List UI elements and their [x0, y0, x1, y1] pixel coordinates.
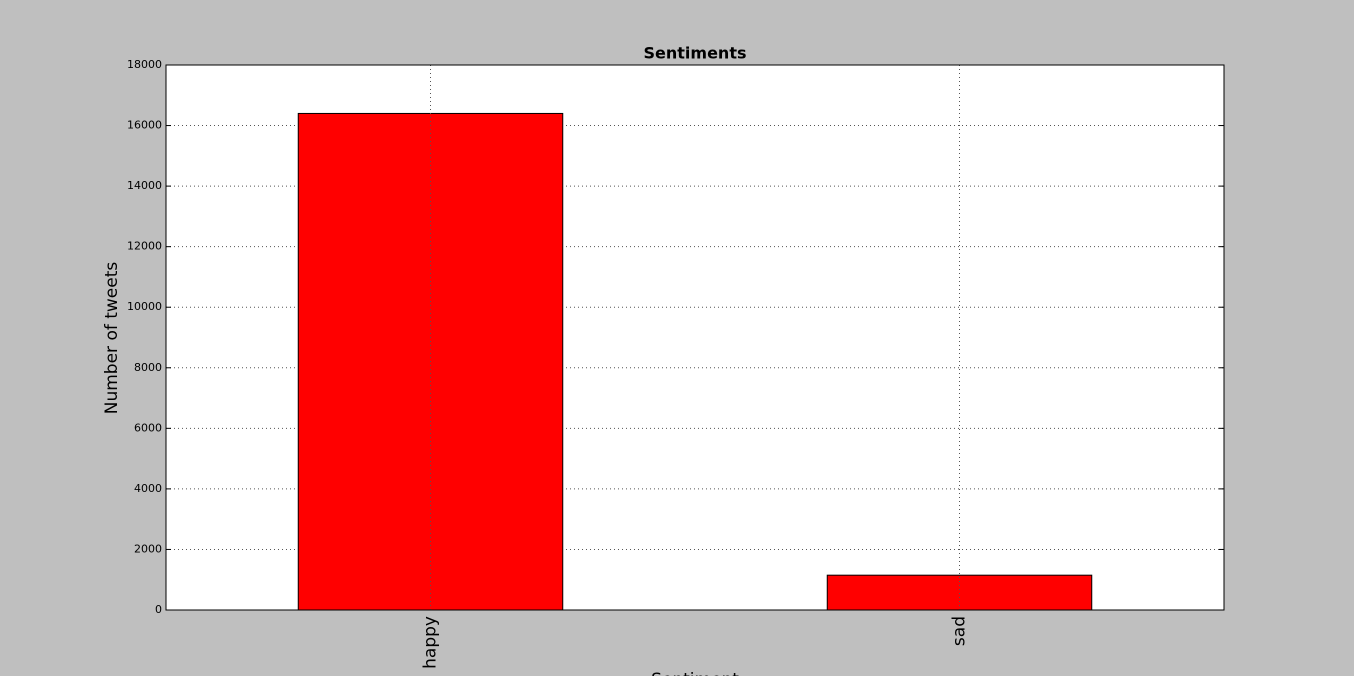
plot-frame [165, 64, 1225, 611]
x-tick-label: happy [421, 616, 441, 669]
y-axis-label: Number of tweets [102, 262, 122, 415]
y-tick-label: 14000 [127, 179, 162, 192]
bar [826, 574, 1093, 611]
x-tick-label: sad [950, 616, 970, 646]
chart-title: Sentiments [644, 44, 747, 63]
y-tick-label: 2000 [134, 542, 162, 555]
y-tick-label: 6000 [134, 421, 162, 434]
y-tick-label: 8000 [134, 361, 162, 374]
y-tick-label: 0 [155, 603, 162, 616]
y-tick-label: 12000 [127, 240, 162, 253]
y-tick-label: 4000 [134, 482, 162, 495]
y-tick-label: 10000 [127, 300, 162, 313]
x-axis-label: Sentiment [651, 670, 739, 676]
y-tick-label: 16000 [127, 119, 162, 132]
y-tick-label: 18000 [127, 58, 162, 71]
